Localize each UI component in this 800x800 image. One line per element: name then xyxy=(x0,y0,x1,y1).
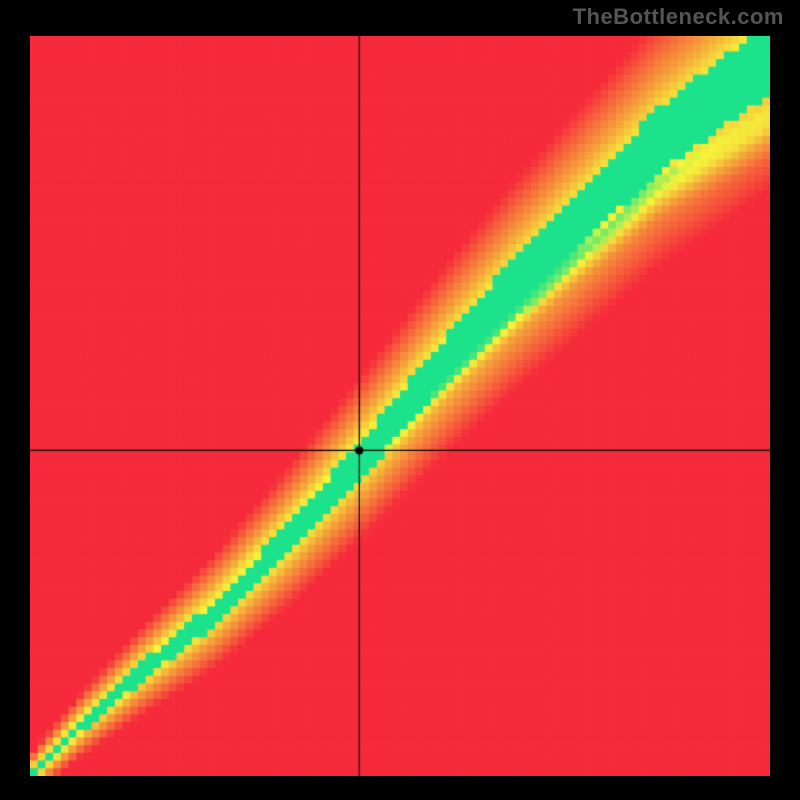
bottleneck-heatmap xyxy=(30,36,770,776)
watermark-text: TheBottleneck.com xyxy=(573,4,784,30)
chart-container: TheBottleneck.com xyxy=(0,0,800,800)
